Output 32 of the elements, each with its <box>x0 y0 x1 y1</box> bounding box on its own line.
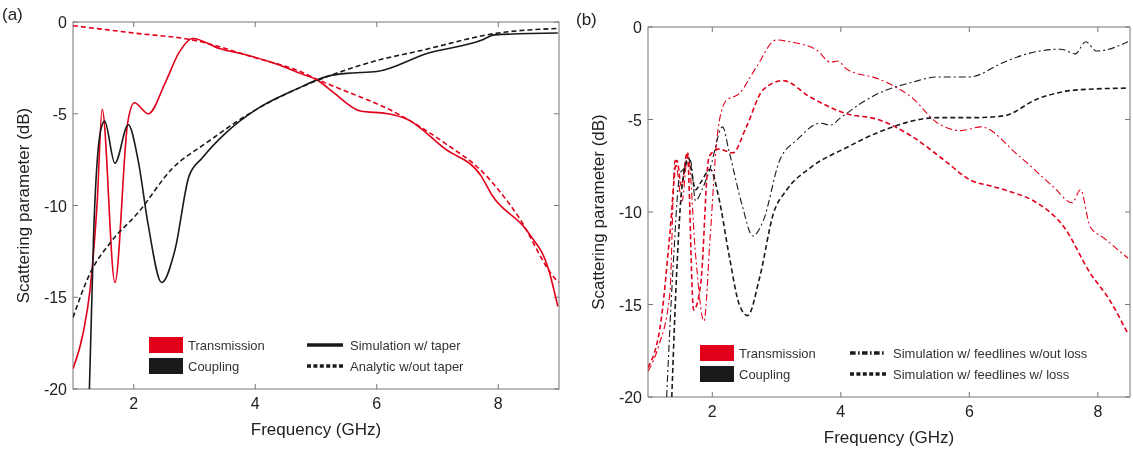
y-tick-label: -15 <box>43 289 68 307</box>
x-tick-label: 6 <box>964 403 974 420</box>
x-tick-label: 8 <box>1093 403 1103 420</box>
y-tick-label: 0 <box>633 19 643 36</box>
chart-title: (b) <box>576 10 597 29</box>
x-axis-title: Frequency (GHz) <box>823 428 955 447</box>
y-axis-title: Scattering parameter (dB) <box>14 107 33 304</box>
x-tick-label: 8 <box>493 395 503 412</box>
y-axis-title: Scattering parameter (dB) <box>589 114 608 310</box>
y-tick-label: -10 <box>618 204 643 221</box>
annotation: Analytic w/out taper <box>350 359 465 374</box>
x-tick-label: 4 <box>836 403 846 420</box>
legend-label: Transmission <box>188 338 265 353</box>
y-tick-label: -10 <box>43 197 68 215</box>
y-tick-label: -20 <box>618 389 643 406</box>
y-tick-label: -5 <box>52 105 68 123</box>
x-tick-label: 2 <box>129 395 139 412</box>
y-tick-label: -20 <box>43 381 68 398</box>
legend-label: Coupling <box>188 359 240 374</box>
annotation: Simulation w/ feedlines w/out loss <box>893 346 1088 361</box>
annotation: Simulation w/ feedlines w/ loss <box>893 367 1070 382</box>
x-axis-title: Frequency (GHz) <box>250 420 382 439</box>
legend-label: Transmission <box>739 346 816 361</box>
x-tick-label: 6 <box>372 395 382 412</box>
y-tick-label: -15 <box>618 296 643 314</box>
annotation: Simulation w/ taper <box>350 338 462 353</box>
legend-label: Coupling <box>739 367 791 382</box>
x-tick-label: 2 <box>707 403 717 420</box>
x-tick-label: 4 <box>250 395 260 412</box>
y-tick-label: -5 <box>627 111 643 129</box>
chart-title: (a) <box>2 5 23 24</box>
y-tick-label: 0 <box>58 14 68 31</box>
